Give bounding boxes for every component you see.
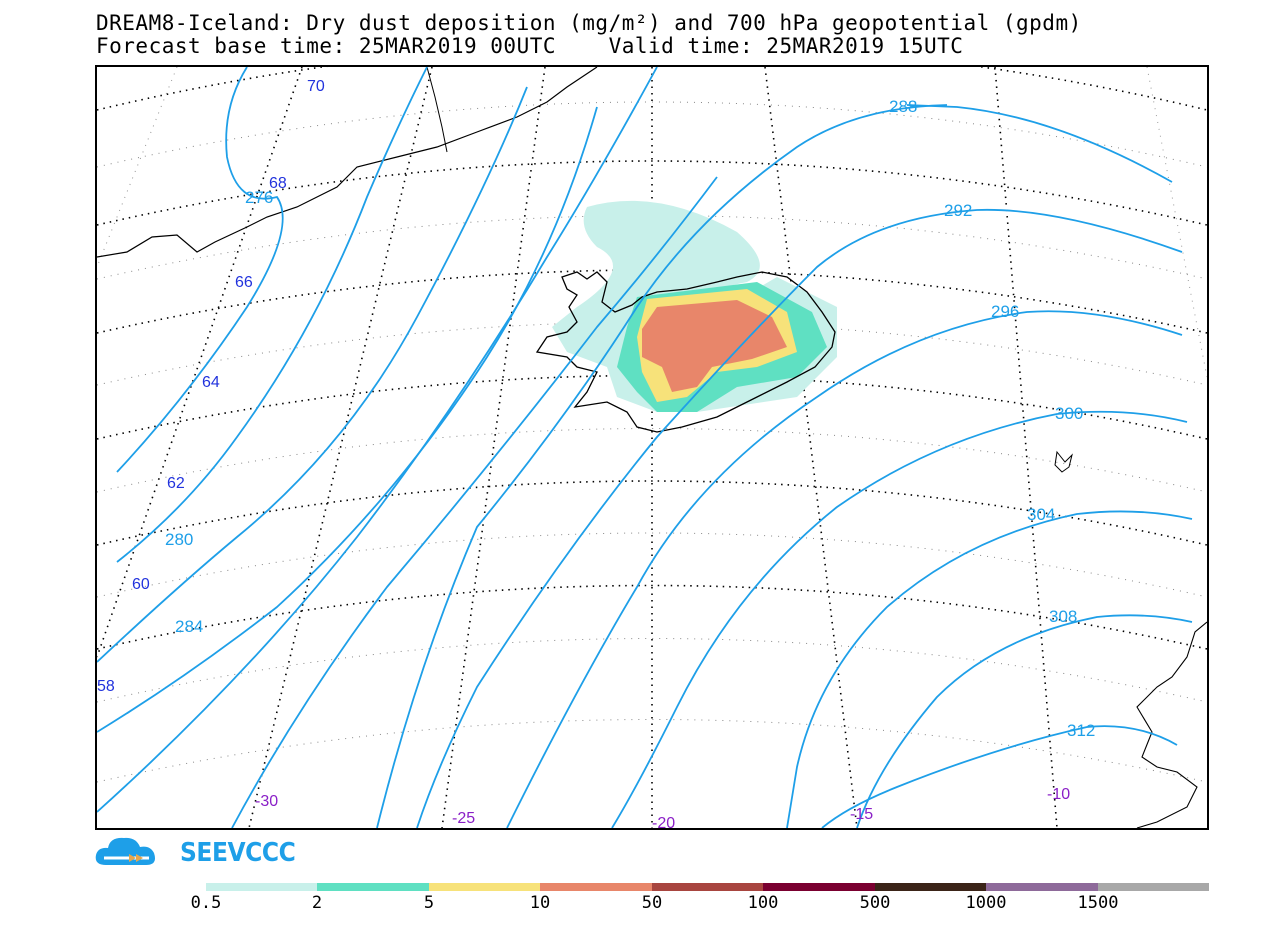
longitude-gridlines (97, 67, 1058, 828)
colorbar-label-5: 5 (423, 893, 435, 913)
faroe-islands (1054, 450, 1073, 473)
lon-label-minus-25: -25 (452, 810, 475, 827)
colorbar-segment-0 (206, 883, 318, 891)
lat-label-68: 68 (269, 175, 287, 192)
contour-label-312: 312 (1067, 721, 1095, 740)
colorbar-label-2: 2 (311, 893, 323, 913)
lat-label-62: 62 (167, 475, 185, 492)
greenland-coastline (97, 67, 598, 258)
dust-level-10 (642, 300, 787, 392)
colorbar-segment-1 (317, 883, 429, 891)
colorbar-segment-2 (428, 883, 541, 891)
seevccc-cloud-icon (95, 837, 155, 865)
contour-label-304: 304 (1027, 505, 1055, 524)
contour-label-296: 296 (991, 302, 1019, 321)
colorbar-label-50: 50 (641, 893, 663, 913)
colorbar-segment-5 (763, 883, 875, 891)
fine-longitude-gridlines (97, 67, 1207, 378)
geopotential-contour-labels: 276 280 284 288 292 296 300 304 308 312 (165, 97, 1095, 740)
forecast-map: 70 68 66 64 62 60 58 -30 -25 -20 -15 -10… (95, 65, 1209, 830)
contour-label-280: 280 (165, 530, 193, 549)
colorbar-segment-7 (986, 883, 1098, 891)
map-title: DREAM8-Iceland: Dry dust deposition (mg/… (96, 11, 1082, 35)
lat-label-64: 64 (202, 374, 220, 391)
colorbar-label-10: 10 (529, 893, 551, 913)
contour-label-300: 300 (1055, 404, 1083, 423)
contour-label-284: 284 (175, 617, 203, 636)
fine-latitude-gridlines (97, 101, 1207, 783)
colorbar-label-100: 100 (747, 893, 779, 913)
seevccc-logo-text: SEEVCCC (180, 838, 296, 868)
colorbar-label-1500: 1500 (1077, 893, 1119, 913)
colorbar-segment-8 (1097, 883, 1209, 891)
lat-label-66: 66 (235, 274, 253, 291)
lat-label-70: 70 (307, 78, 325, 95)
longitude-labels: -30 -25 -20 -15 -10 (255, 786, 1070, 828)
geopotential-contours (97, 67, 1193, 828)
dust-deposition-field (552, 200, 837, 412)
colorbar-label-500: 500 (859, 893, 891, 913)
forecast-times: Forecast base time: 25MAR2019 00UTC Vali… (96, 34, 964, 58)
contour-label-276: 276 (245, 188, 273, 207)
lon-label-minus-30: -30 (255, 793, 278, 810)
colorbar-segment-4 (651, 883, 764, 891)
map-canvas: 70 68 66 64 62 60 58 -30 -25 -20 -15 -10… (97, 67, 1207, 828)
dust-colorbar (206, 883, 1209, 891)
greenland-west-coast (426, 67, 448, 153)
contour-label-308: 308 (1049, 607, 1077, 626)
lat-label-60: 60 (132, 576, 150, 593)
colorbar-label-0-5: 0.5 (190, 893, 222, 913)
colorbar-label-1000: 1000 (965, 893, 1007, 913)
contour-label-288: 288 (889, 97, 917, 116)
latitude-labels: 70 68 66 64 62 60 58 (97, 78, 325, 695)
colorbar-segment-6 (874, 883, 987, 891)
lon-label-minus-20: -20 (652, 815, 675, 828)
lon-label-minus-15: -15 (850, 806, 873, 823)
colorbar-segment-3 (540, 883, 652, 891)
norway-coastline (1136, 621, 1207, 828)
lat-label-58: 58 (97, 678, 115, 695)
contour-label-292: 292 (944, 201, 972, 220)
iceland-coastline (535, 271, 836, 433)
lon-label-minus-10: -10 (1047, 786, 1070, 803)
